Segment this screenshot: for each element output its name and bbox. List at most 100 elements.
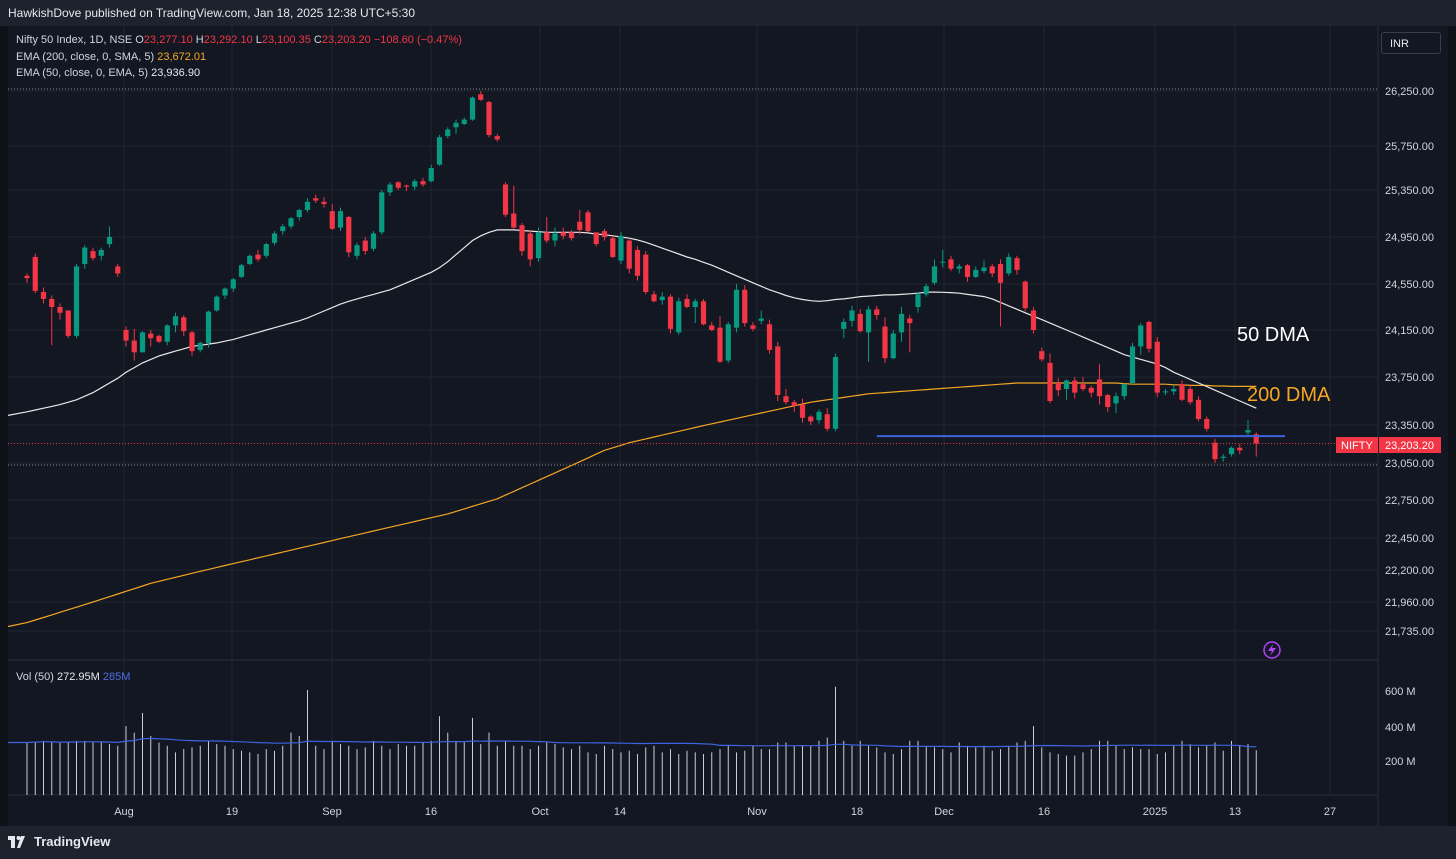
candle-body [775,346,781,395]
candle-body [387,184,393,193]
candle-body [948,259,954,269]
ema200-value: 23,672.01 [157,51,207,63]
candle-body [758,318,764,321]
candle-body [494,136,500,140]
open-value: 23,277.10 [143,34,193,46]
price-axis[interactable]: 26,250.00 25,750.00 25,350.00 24,950.00 24,5… [1379,86,1441,768]
volume-ma-line [8,737,1257,748]
candle-body [1096,379,1103,397]
candle-body [544,232,550,241]
candle-body [841,321,847,329]
ema200-path [7,382,1257,628]
candle-body [304,201,311,210]
date-tick-label: Aug [114,806,134,818]
ema50-label[interactable]: EMA (50, close, 0, EMA, 5) [16,67,149,79]
open-label: O [135,34,144,46]
candle-body [428,168,434,182]
volume-label[interactable]: Vol (50) [16,671,54,683]
candle-body [1195,399,1202,419]
time-axis[interactable]: Aug 19 Sep 16 Oct 14 Nov 18 Dec 16 2025 13 27 [114,806,1336,818]
volume-legend: Vol (50) 272.95M 285M [16,671,130,683]
candle-body [824,414,830,429]
brand-label: TradingView [34,834,111,849]
candle-body [1105,395,1111,407]
tradingview-logo[interactable]: TradingView [8,834,110,849]
date-tick-label: Dec [934,806,954,818]
candle-body [593,232,599,245]
candle-body [791,402,797,406]
candle-body [750,325,756,329]
candle-body [313,198,319,201]
candle-body [1212,442,1218,460]
ema200-label[interactable]: EMA (200, close, 0, SMA, 5) [16,51,155,63]
candle-body [478,94,484,100]
candle-body [552,233,558,241]
candle-body [82,247,88,265]
ema200-line [7,382,1257,628]
last-price-tag [1379,437,1441,453]
candle-body [1171,389,1177,392]
grid-lines [8,26,1379,826]
candle-body [502,184,509,215]
candle-body [1187,389,1193,403]
candle-body [280,226,286,232]
candle-body [362,240,368,252]
candle-body [1129,346,1136,383]
candle-body [882,326,888,359]
candle-body [634,249,641,276]
candle-body [808,416,814,422]
price-tick-label: 24,550.00 [1385,279,1434,291]
candle-body [568,232,575,239]
candle-body [733,289,740,328]
ema50-legend: EMA (50, close, 0, EMA, 5) 23,936.90 [16,67,200,79]
date-tick-label: Nov [747,806,767,818]
candle-body [337,211,344,228]
last-price-label: 23,203.20 [1385,440,1434,452]
candle-body [676,301,682,333]
candle-body [329,211,335,229]
candle-body [49,298,55,307]
candle-body [436,137,443,165]
candle-body [238,265,245,277]
price-tick-label: 26,250.00 [1385,86,1434,98]
change-value: −108.60 (−0.47%) [373,34,462,46]
candle-body [255,254,261,260]
volume-bars [8,686,1257,795]
candle-body [57,307,63,313]
candle-body [585,212,591,232]
date-tick-label: 16 [425,806,437,818]
candle-body [783,396,789,403]
price-tick-label: 21,735.00 [1385,626,1434,638]
candle-body [296,209,302,218]
candle-body [601,231,608,237]
candle-body [799,404,806,418]
candle-body [222,288,228,296]
volume-ma-value: 285M [102,671,131,683]
candle-body [98,249,104,256]
candle-body [1154,341,1160,393]
price-tick-label: 23,350.00 [1385,420,1434,432]
candle-body [1014,258,1020,270]
candle-body [890,333,896,359]
candle-body [717,327,723,362]
candle-body [197,342,203,350]
candle-body [73,266,80,336]
candle-body [997,264,1004,283]
symbol-label[interactable]: Nifty 50 Index, 1D, NSE [16,34,133,46]
candle-body [1055,383,1061,391]
volume-tick-label: 200 M [1385,756,1416,768]
candle-body [469,97,476,120]
candle-body [205,311,212,343]
candle-body [395,182,401,188]
candle-body [973,269,979,277]
candle-body [189,332,195,352]
currency-button[interactable]: INR [1381,32,1441,54]
price-tick-label: 21,960.00 [1385,597,1434,609]
tradingview-icon [8,835,25,848]
date-tick-label: 14 [614,806,626,818]
ema50-annotation: 50 DMA [1237,324,1310,346]
candle-body [742,289,748,324]
candle-body [164,325,170,342]
high-value: 23,292.10 [203,34,253,46]
